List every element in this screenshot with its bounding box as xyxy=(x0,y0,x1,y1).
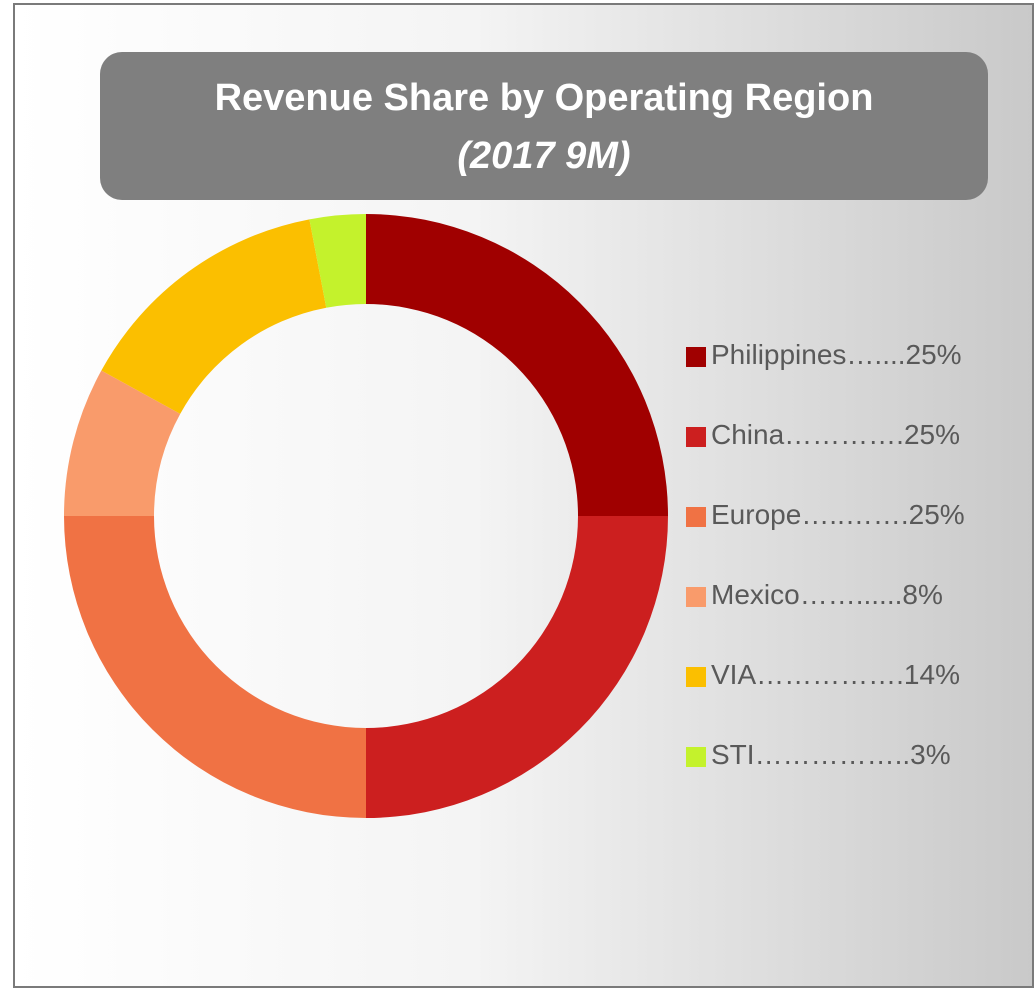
legend-value: ……………..3% xyxy=(755,739,951,770)
legend-value: …..…….25% xyxy=(801,499,964,530)
legend-category: VIA xyxy=(711,659,756,690)
legend-swatch xyxy=(686,507,706,527)
legend-value: …………….14% xyxy=(756,659,960,690)
legend-label: STI……………..3% xyxy=(711,739,951,770)
legend-swatch xyxy=(686,347,706,367)
legend-swatch xyxy=(686,667,706,687)
legend-category: China xyxy=(711,419,785,450)
legend-label: Philippines…....25% xyxy=(711,339,962,370)
chart-subtitle: (2017 9M) xyxy=(457,135,630,177)
legend-label: Europe…..…….25% xyxy=(711,499,965,530)
legend-value: ………….25% xyxy=(784,419,960,450)
legend-label: VIA…………….14% xyxy=(711,659,960,690)
legend-swatch xyxy=(686,427,706,447)
legend-label: Mexico……......8% xyxy=(711,579,943,610)
legend-category: STI xyxy=(711,739,755,770)
legend-label: China………….25% xyxy=(711,419,960,450)
legend-swatch xyxy=(686,747,706,767)
legend-category: Mexico xyxy=(711,579,800,610)
chart: Revenue Share by Operating Region (2017 … xyxy=(0,0,1035,989)
legend-value: …....25% xyxy=(846,339,961,370)
legend-category: Philippines xyxy=(711,339,846,370)
legend-value: ……......8% xyxy=(800,579,943,610)
chart-title: Revenue Share by Operating Region xyxy=(215,77,874,119)
legend-swatch xyxy=(686,587,706,607)
legend-category: Europe xyxy=(711,499,801,530)
title-box xyxy=(100,52,988,200)
